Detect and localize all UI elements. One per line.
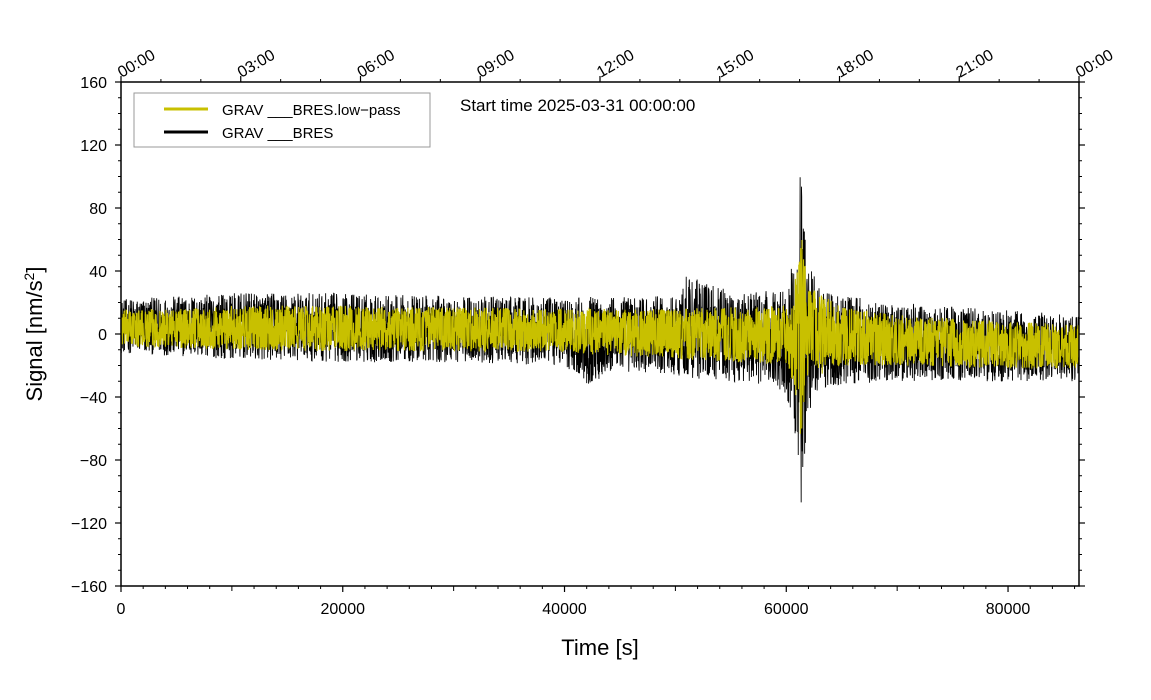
y-tick-label: 40 — [89, 264, 107, 281]
y-tick-label: −80 — [80, 453, 107, 470]
y-tick-label: −40 — [80, 390, 107, 407]
y-axis-title-end: ] — [22, 267, 47, 273]
top-tick-label: 15:00 — [714, 47, 757, 82]
top-tick-label: 06:00 — [355, 47, 398, 82]
y-tick-label: 120 — [80, 138, 107, 155]
x-tick-label: 0 — [117, 601, 126, 618]
y-axis-title: Signal [nm/s2] — [21, 267, 47, 402]
x-tick-label: 20000 — [321, 601, 366, 618]
x-tick-label: 80000 — [986, 601, 1031, 618]
y-tick-label: 0 — [98, 327, 107, 344]
series-layer — [120, 177, 1080, 503]
y-tick-label: −120 — [71, 516, 107, 533]
x-tick-label: 40000 — [542, 601, 587, 618]
top-tick-label: 12:00 — [594, 47, 637, 82]
series-line-lowpass — [120, 239, 1080, 434]
legend-label-raw: GRAV ___BRES — [222, 125, 333, 142]
legend: GRAV ___BRES.low−pass GRAV ___BRES — [133, 92, 431, 148]
legend-box — [133, 92, 431, 148]
x-axis-title: Time [s] — [561, 635, 638, 660]
top-tick-label: 03:00 — [235, 47, 278, 82]
top-tick-label: 21:00 — [953, 47, 996, 82]
top-tick-label: 09:00 — [474, 47, 517, 82]
y-axis-title-main: Signal [nm/s — [22, 280, 47, 401]
top-tick-label: 00:00 — [1073, 47, 1116, 82]
x-tick-label: 60000 — [764, 601, 809, 618]
y-axis-title-sup: 2 — [21, 272, 37, 280]
top-tick-label: 18:00 — [834, 47, 877, 82]
y-tick-label: 80 — [89, 201, 107, 218]
legend-label-lowpass: GRAV ___BRES.low−pass — [222, 102, 401, 119]
start-time-annotation: Start time 2025-03-31 00:00:00 — [460, 96, 695, 115]
top-tick-label: 00:00 — [115, 47, 158, 82]
y-tick-label: −160 — [71, 579, 107, 596]
y-tick-label: 160 — [80, 75, 107, 92]
